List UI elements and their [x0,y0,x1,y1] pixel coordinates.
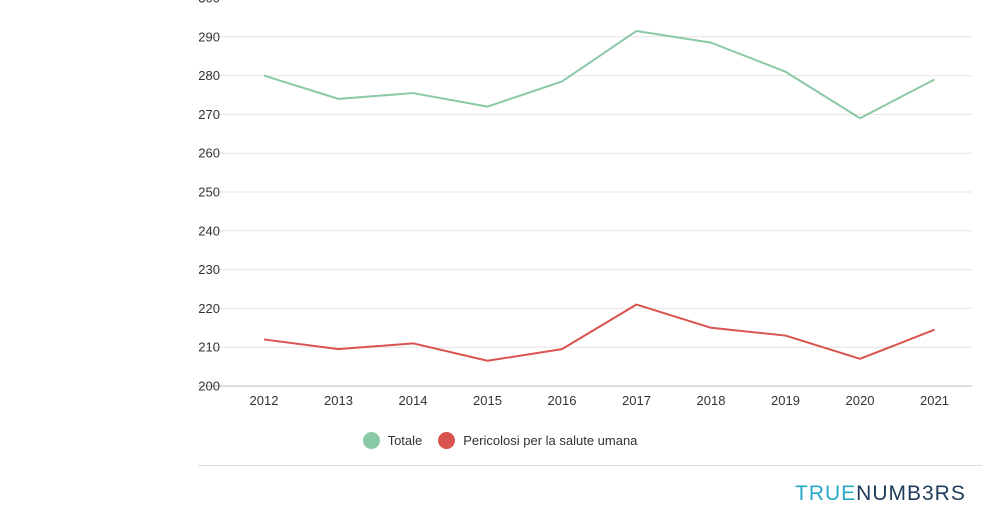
x-tick-label: 2012 [250,393,279,408]
line-chart: 200210220230240250260270280290300 201220… [198,0,972,408]
y-tick-label: 300 [198,0,220,6]
y-axis: 200 210 220 230 240 250 260 270 280 290 300 [198,0,220,394]
brand-logo-suffix: NUMB3RS [856,482,966,505]
x-tick-label: 2014 [399,393,428,408]
y-tick-label: 260 [198,146,220,161]
series-line-totale[interactable] [263,29,935,120]
legend-label-totale: Totale [387,433,423,448]
legend-swatch-totale [362,432,380,449]
legend-swatch-pericolosi [438,432,456,449]
x-tick-label: 2021 [920,393,949,408]
y-tick-label: 220 [198,301,220,316]
x-tick-label: 2019 [771,393,800,408]
y-tick-label: 200 [198,379,220,394]
divider [198,465,982,466]
gridlines [198,36,972,387]
y-tick-label: 280 [198,68,220,83]
x-tick-label: 2013 [324,393,353,408]
y-tick-label: 290 [198,29,220,44]
legend: Totale Pericolosi per la salute umana [0,432,1000,449]
legend-item-pericolosi[interactable]: Pericolosi per la salute umana [438,432,637,449]
x-tick-label: 2018 [697,393,726,408]
y-tick-label: 250 [198,185,220,200]
y-tick-label: 270 [198,107,220,122]
x-tick-label: 2017 [622,393,651,408]
y-tick-label: 230 [198,262,220,277]
brand-logo[interactable]: TRUENUMB3RS [795,482,966,506]
series-line-pericolosi[interactable] [263,303,935,362]
x-tick-label: 2015 [473,393,502,408]
y-tick-label: 210 [198,340,220,355]
x-tick-label: 2016 [548,393,577,408]
brand-logo-prefix: TRUE [795,482,857,505]
x-axis: 2012 2013 2014 2015 2016 2017 2018 2019 2020 2021 [250,393,949,408]
legend-item-totale[interactable]: Totale [362,432,423,449]
series-lines [263,29,935,362]
y-tick-label: 240 [198,223,220,238]
x-tick-label: 2020 [846,393,875,408]
legend-label-pericolosi: Pericolosi per la salute umana [463,433,638,448]
